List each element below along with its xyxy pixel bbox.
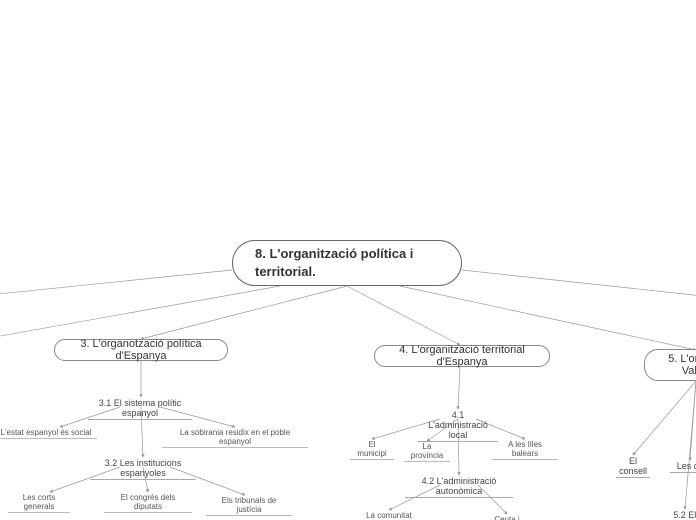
level3-label: Les corts generals <box>11 493 67 511</box>
level2-node: 4.2 L'administració autonòmica <box>405 475 513 498</box>
level3-node: A les Illes balears <box>492 439 558 460</box>
level3-node: Ceuta i Melilla <box>480 514 534 520</box>
level3-label: Ceuta i Melilla <box>483 515 531 520</box>
level2-label: 5.2 Els pro... <box>666 510 696 520</box>
level3-label: La comunitat autònoma <box>353 511 425 520</box>
level3-label: A les Illes balears <box>495 440 555 458</box>
level1-node: 3. L'organotzació política d'Espanya <box>54 339 228 361</box>
level3-node: La comunitat autònoma <box>350 510 428 520</box>
level3-label: La província <box>407 442 447 460</box>
level2-node: Les corts <box>670 460 696 473</box>
level1-label: 4. L'organització territorial d'Espanya <box>389 344 535 368</box>
level3-label: El municipi <box>353 440 391 458</box>
level2-label: 4.1 L'administració local <box>422 410 494 440</box>
level2-node: 5.2 Els pro... <box>662 509 696 520</box>
level1-node: 5. L'organ... C. Valenci... <box>644 349 696 381</box>
level3-label: La sobirania residix en el poble espanyo… <box>165 428 305 446</box>
level3-node: Les corts generals <box>8 492 70 513</box>
level2-node: El consell <box>616 455 650 478</box>
level3-node: L'estat espanyol és social <box>0 427 97 439</box>
level3-node: El congrés dels diputats <box>104 492 192 513</box>
level1-label: 3. L'organotzació política d'Espanya <box>69 338 213 362</box>
level2-node: 4.1 L'administració local <box>418 409 498 442</box>
level2-label: 4.2 L'administració autonòmica <box>409 476 509 496</box>
level2-label: Les corts <box>677 461 696 471</box>
level3-label: Els tribunals de justícia <box>209 496 289 514</box>
level2-label: 3.1 El sistema polític espanyol <box>92 398 188 418</box>
level3-node: El municipi <box>350 439 394 460</box>
level3-label: L'estat espanyol és social <box>1 428 92 437</box>
level3-node: La sobirania residix en el poble espanyo… <box>162 427 308 448</box>
level3-node: La província <box>404 441 450 462</box>
level2-node: 3.1 El sistema polític espanyol <box>88 397 192 420</box>
level1-node: 4. L'organització territorial d'Espanya <box>374 345 550 367</box>
level1-label: 5. L'organ... C. Valenci... <box>659 353 696 377</box>
level2-node: 3.2 Les institucions espanyoles <box>90 457 196 480</box>
level2-label: 3.2 Les institucions espanyoles <box>94 458 192 478</box>
level2-label: El consell <box>619 456 647 476</box>
level3-label: El congrés dels diputats <box>107 493 189 511</box>
root-node: 8. L'organització política i territorial… <box>232 240 462 286</box>
root-label: 8. L'organització política i territorial… <box>255 245 439 280</box>
level3-node: Els tribunals de justícia <box>206 495 292 516</box>
